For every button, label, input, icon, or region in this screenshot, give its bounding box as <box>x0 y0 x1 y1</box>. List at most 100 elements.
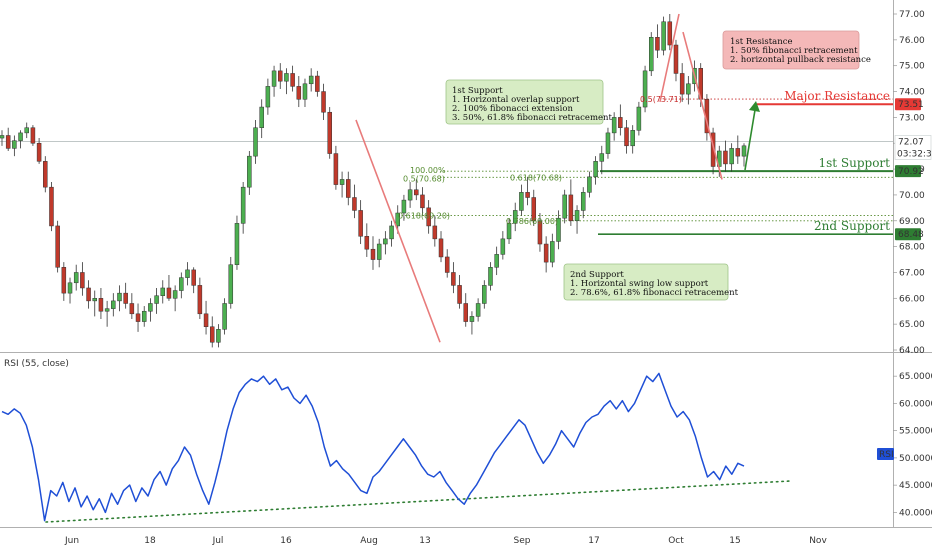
fib-label-ext-100: 100.00% <box>410 166 446 175</box>
time-axis-label: Sep <box>514 536 531 546</box>
first-support-note-line-4: 3. 50%, 61.8% fibonacci retracement <box>452 113 613 123</box>
rsi-trendline <box>45 480 791 523</box>
candle <box>123 282 128 309</box>
candle <box>556 210 561 250</box>
second-support-label: 2nd Support <box>814 219 890 233</box>
candle <box>401 194 407 221</box>
candle <box>735 135 741 164</box>
price-tags: 73.51 72.07 03:32:30 70.92 68.48 <box>894 98 932 241</box>
time-axis-label: Jun <box>64 536 79 546</box>
candle <box>562 189 567 224</box>
second-support-tag-text: 68.48 <box>898 230 924 240</box>
last-price-tag-text: 72.07 <box>898 137 924 147</box>
candle <box>43 156 48 193</box>
price-axis-label: 70.00 <box>899 191 925 201</box>
candle <box>160 280 166 304</box>
candle <box>661 16 666 56</box>
price-axis-label: 68.00 <box>899 243 925 253</box>
candle <box>327 107 332 159</box>
candle <box>154 287 159 314</box>
time-axis-label: Oct <box>668 536 684 546</box>
candle <box>203 300 209 335</box>
candle <box>308 68 314 92</box>
rsi-tag <box>877 448 894 460</box>
candle <box>141 306 147 327</box>
fib-label-right-618: 0.618(70.68) <box>510 173 562 182</box>
candle <box>234 215 240 270</box>
resistance-note-line-1: 1st Resistance <box>730 37 793 47</box>
second-support-note-line-2: 1. Horizontal swing low support <box>570 279 709 289</box>
candle <box>296 76 302 108</box>
candle <box>488 262 493 291</box>
candle <box>315 70 320 97</box>
candle <box>376 238 382 268</box>
candle <box>86 280 91 309</box>
candle <box>580 187 586 219</box>
candle <box>185 262 190 286</box>
candle <box>457 275 462 309</box>
candle <box>92 290 97 317</box>
time-axis-label: 15 <box>729 536 740 546</box>
candle <box>0 130 5 146</box>
candle <box>197 277 203 319</box>
rsi-tag-text: RSI <box>879 450 894 460</box>
candle <box>667 14 673 51</box>
candle <box>265 78 271 115</box>
candle <box>117 285 122 312</box>
swing-lines <box>355 13 723 343</box>
candle <box>568 179 574 226</box>
candle <box>475 298 481 322</box>
candle <box>686 76 691 105</box>
candle <box>18 130 23 149</box>
candle <box>519 184 524 216</box>
rsi-axis-label: 40.0000 <box>899 508 932 518</box>
candle <box>531 189 537 226</box>
time-axis-label: 17 <box>588 536 599 546</box>
candle <box>36 138 42 164</box>
candle <box>191 267 196 294</box>
price-axis-label: 77.00 <box>899 10 925 20</box>
candle <box>463 293 468 327</box>
candle <box>12 135 17 157</box>
price-axis-label: 75.00 <box>899 62 925 72</box>
price-axis-label: 74.00 <box>899 88 925 98</box>
first-support-tag <box>895 165 921 178</box>
candle <box>290 65 295 92</box>
candle <box>80 262 85 296</box>
time-axis-label: Aug <box>360 536 378 546</box>
swing-line <box>682 31 723 180</box>
candle <box>506 218 512 245</box>
price-axis-label: 76.00 <box>899 36 925 46</box>
rsi-axis-label: 55.0000 <box>899 427 932 437</box>
candle <box>710 127 716 175</box>
candle <box>135 303 141 332</box>
candle <box>302 78 308 108</box>
fib-label-left-50: 0.5(70.68) <box>403 174 445 183</box>
major-resistance-label: Major Resistance <box>784 89 890 103</box>
candle <box>111 293 116 317</box>
projection-arrow <box>744 101 760 171</box>
rsi-axis-label: 50.0000 <box>899 454 932 464</box>
level-lines <box>598 103 893 236</box>
rsi-axis-label: 65.0000 <box>899 372 932 382</box>
price-axis-label: 69.00 <box>899 217 925 227</box>
candle <box>605 127 611 159</box>
candle <box>166 275 172 301</box>
candle <box>216 324 221 348</box>
time-axis-label: 13 <box>419 536 430 546</box>
candle <box>284 68 289 95</box>
candle <box>240 182 246 234</box>
candle <box>543 236 549 273</box>
candle <box>451 262 456 294</box>
candle <box>741 143 747 167</box>
candle <box>655 24 660 58</box>
candle <box>587 171 592 198</box>
candle <box>642 65 648 113</box>
candle <box>98 287 104 319</box>
candle <box>407 182 413 208</box>
candle <box>172 285 178 312</box>
candles <box>0 14 747 348</box>
candle <box>321 83 326 120</box>
candle <box>512 202 518 232</box>
